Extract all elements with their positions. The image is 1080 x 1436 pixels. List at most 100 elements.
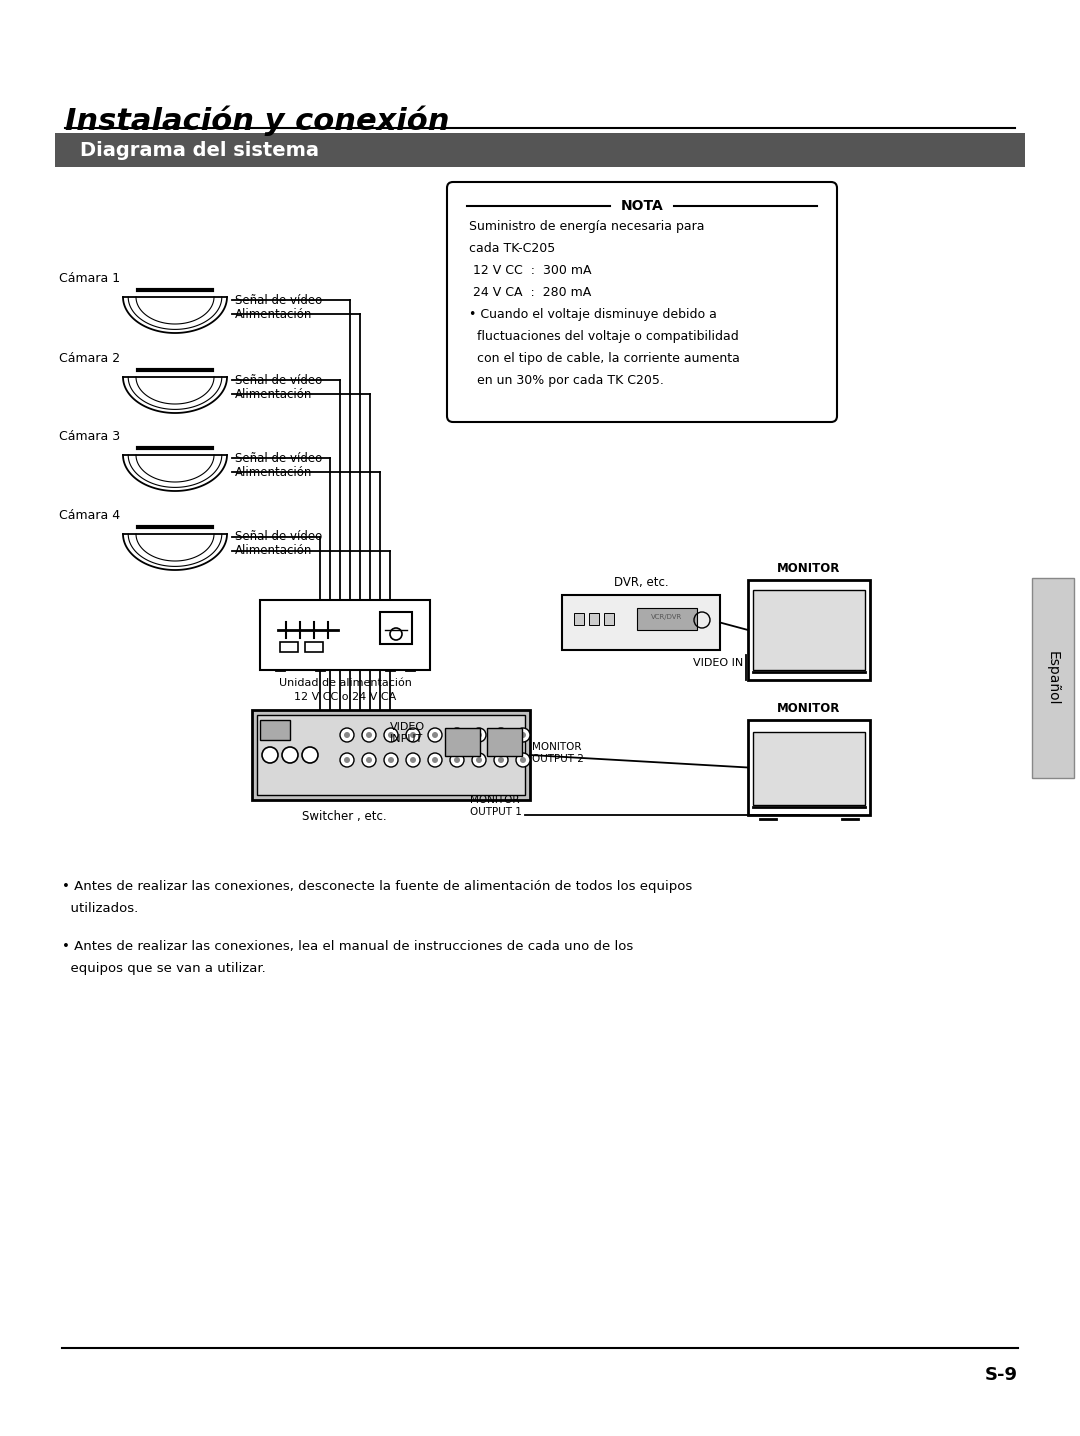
- Circle shape: [432, 757, 438, 763]
- Text: • Antes de realizar las conexiones, desconecte la fuente de alimentación de todo: • Antes de realizar las conexiones, desc…: [62, 880, 692, 893]
- Text: Cámara 4: Cámara 4: [59, 508, 120, 523]
- Circle shape: [516, 728, 530, 742]
- Bar: [748, 580, 870, 681]
- Text: Español: Español: [1047, 651, 1059, 705]
- Text: MONITOR
OUTPUT 2: MONITOR OUTPUT 2: [532, 742, 584, 764]
- Circle shape: [302, 747, 318, 763]
- Bar: [55, 134, 1025, 167]
- Text: VCR/DVR: VCR/DVR: [651, 615, 683, 620]
- Bar: [260, 600, 430, 671]
- Bar: [753, 732, 865, 806]
- Text: Señal de vídeo: Señal de vídeo: [235, 293, 322, 306]
- Text: en un 30% por cada TK C205.: en un 30% por cada TK C205.: [469, 373, 664, 386]
- Circle shape: [384, 728, 399, 742]
- Text: Alimentación: Alimentación: [235, 307, 312, 320]
- Text: fluctuaciones del voltaje o compatibilidad: fluctuaciones del voltaje o compatibilid…: [469, 330, 739, 343]
- Text: Señal de vídeo: Señal de vídeo: [235, 451, 322, 464]
- Circle shape: [345, 732, 350, 738]
- Text: Alimentación: Alimentación: [235, 388, 312, 401]
- Text: DVR, etc.: DVR, etc.: [613, 576, 669, 589]
- Circle shape: [362, 752, 376, 767]
- Circle shape: [388, 732, 394, 738]
- Text: con el tipo de cable, la corriente aumenta: con el tipo de cable, la corriente aumen…: [469, 352, 740, 365]
- Text: Alimentación: Alimentación: [235, 465, 312, 478]
- Circle shape: [494, 752, 508, 767]
- Circle shape: [454, 732, 460, 738]
- Text: Instalación y conexión: Instalación y conexión: [65, 105, 449, 135]
- Bar: [445, 728, 480, 755]
- Circle shape: [384, 752, 399, 767]
- Text: Cámara 1: Cámara 1: [59, 271, 120, 284]
- Circle shape: [362, 728, 376, 742]
- Circle shape: [432, 732, 438, 738]
- Text: VIDEO IN: VIDEO IN: [692, 658, 743, 668]
- Bar: [604, 613, 615, 625]
- Circle shape: [519, 757, 526, 763]
- Bar: [280, 642, 298, 652]
- Text: Unidad de alimentación: Unidad de alimentación: [279, 678, 411, 688]
- Text: 12 V CC o 24 V CA: 12 V CC o 24 V CA: [294, 692, 396, 702]
- Bar: [589, 613, 599, 625]
- Bar: [637, 607, 697, 630]
- Bar: [562, 595, 720, 651]
- Circle shape: [516, 752, 530, 767]
- Circle shape: [366, 757, 372, 763]
- Circle shape: [388, 757, 394, 763]
- Circle shape: [410, 732, 416, 738]
- Circle shape: [476, 757, 482, 763]
- Circle shape: [340, 728, 354, 742]
- Bar: [260, 719, 291, 740]
- Text: 24 V CA  :  280 mA: 24 V CA : 280 mA: [469, 286, 591, 299]
- Circle shape: [340, 752, 354, 767]
- Circle shape: [406, 752, 420, 767]
- Circle shape: [476, 732, 482, 738]
- Text: Cámara 2: Cámara 2: [59, 352, 120, 365]
- Text: NOTA: NOTA: [621, 200, 663, 213]
- Text: MONITOR: MONITOR: [778, 561, 840, 574]
- Bar: [305, 642, 323, 652]
- Circle shape: [345, 757, 350, 763]
- Circle shape: [498, 757, 504, 763]
- Bar: [748, 719, 870, 816]
- Text: cada TK-C205: cada TK-C205: [469, 243, 555, 256]
- Circle shape: [282, 747, 298, 763]
- Circle shape: [262, 747, 278, 763]
- Circle shape: [428, 752, 442, 767]
- Circle shape: [498, 732, 504, 738]
- Circle shape: [472, 728, 486, 742]
- Circle shape: [366, 732, 372, 738]
- Circle shape: [410, 757, 416, 763]
- Text: equipos que se van a utilizar.: equipos que se van a utilizar.: [62, 962, 266, 975]
- Text: Cámara 3: Cámara 3: [59, 429, 120, 442]
- Bar: [1032, 579, 1074, 778]
- Bar: [487, 728, 522, 755]
- Text: MONITOR
OUTPUT 1: MONITOR OUTPUT 1: [470, 796, 522, 817]
- Text: utilizados.: utilizados.: [62, 902, 138, 915]
- Bar: [252, 709, 530, 800]
- Circle shape: [428, 728, 442, 742]
- Text: Señal de vídeo: Señal de vídeo: [235, 530, 322, 543]
- Text: Switcher , etc.: Switcher , etc.: [302, 810, 387, 823]
- Text: S-9: S-9: [985, 1366, 1018, 1384]
- Bar: [380, 612, 411, 643]
- Circle shape: [472, 752, 486, 767]
- Text: Alimentación: Alimentación: [235, 544, 312, 557]
- Text: 12 V CC  :  300 mA: 12 V CC : 300 mA: [469, 264, 592, 277]
- Circle shape: [454, 757, 460, 763]
- Circle shape: [494, 728, 508, 742]
- FancyBboxPatch shape: [447, 182, 837, 422]
- Circle shape: [450, 728, 464, 742]
- Bar: [573, 613, 584, 625]
- Circle shape: [450, 752, 464, 767]
- Bar: [257, 715, 525, 796]
- Text: Suministro de energía necesaria para: Suministro de energía necesaria para: [469, 220, 704, 233]
- Bar: [753, 590, 865, 671]
- Text: Diagrama del sistema: Diagrama del sistema: [80, 141, 319, 159]
- Text: • Antes de realizar las conexiones, lea el manual de instrucciones de cada uno d: • Antes de realizar las conexiones, lea …: [62, 941, 633, 954]
- Text: Señal de vídeo: Señal de vídeo: [235, 373, 322, 386]
- Text: • Cuando el voltaje disminuye debido a: • Cuando el voltaje disminuye debido a: [469, 307, 717, 322]
- Circle shape: [519, 732, 526, 738]
- Text: VIDEO
INPUT: VIDEO INPUT: [390, 722, 426, 744]
- Circle shape: [406, 728, 420, 742]
- Text: MONITOR: MONITOR: [778, 702, 840, 715]
